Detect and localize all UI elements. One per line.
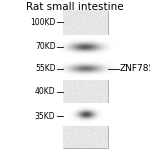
Text: 70KD: 70KD <box>35 43 56 51</box>
Text: 40KD: 40KD <box>35 87 56 96</box>
Text: ZNF785: ZNF785 <box>120 64 150 73</box>
Text: 55KD: 55KD <box>35 64 56 73</box>
Text: Rat small intestine: Rat small intestine <box>26 2 124 12</box>
Bar <box>63 11 108 148</box>
Text: 100KD: 100KD <box>30 18 56 27</box>
Text: 35KD: 35KD <box>35 112 56 121</box>
